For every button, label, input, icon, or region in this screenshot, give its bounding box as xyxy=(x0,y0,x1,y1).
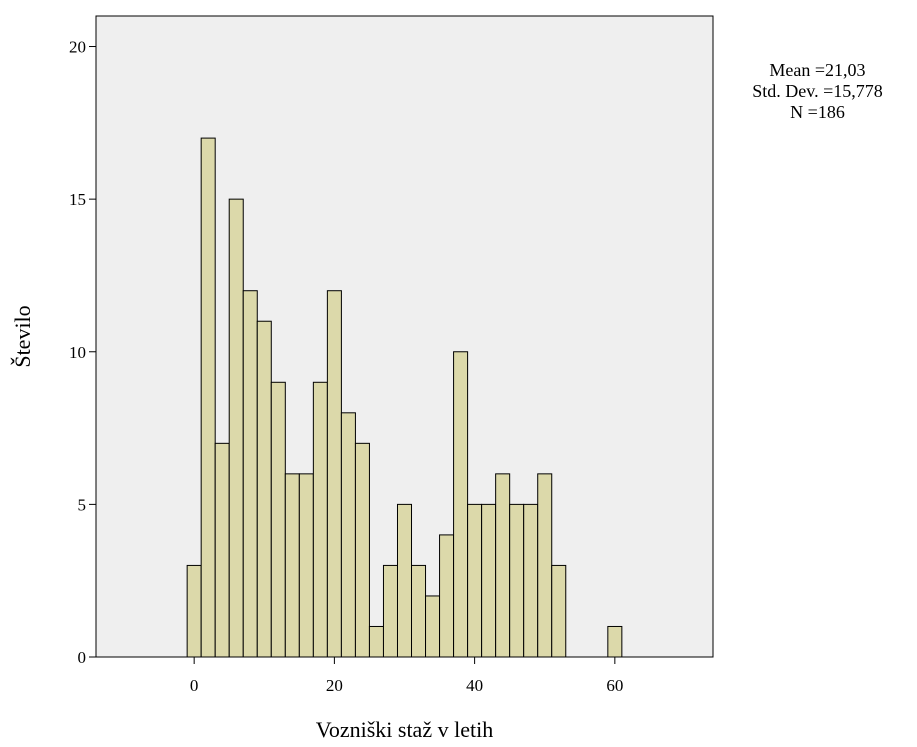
histogram-bar xyxy=(607,625,623,658)
y-axis: 0 5 10 15 20 xyxy=(69,38,96,667)
histogram-bar xyxy=(200,137,216,658)
histogram-bar xyxy=(411,564,427,658)
histogram-bar xyxy=(425,595,441,658)
stat-n: N =186 xyxy=(790,102,845,122)
histogram-bar xyxy=(481,503,497,658)
histogram-bar xyxy=(509,503,525,658)
histogram-bar xyxy=(523,503,539,658)
histogram-bar xyxy=(439,534,455,658)
y-tick-label: 5 xyxy=(78,495,87,514)
histogram-bar xyxy=(495,473,511,658)
x-tick-label: 60 xyxy=(606,676,623,695)
histogram-bar xyxy=(537,473,553,658)
histogram-bar xyxy=(270,381,286,658)
histogram-bar xyxy=(467,503,483,658)
y-tick-label: 20 xyxy=(69,38,86,57)
histogram-bar xyxy=(228,198,244,658)
histogram-bar xyxy=(284,473,300,658)
histogram-bar xyxy=(298,473,314,658)
y-tick-label: 0 xyxy=(78,648,87,667)
statistics-box: Mean =21,03 Std. Dev. =15,778 N =186 xyxy=(720,60,915,123)
histogram-bar xyxy=(551,564,567,658)
histogram-bar xyxy=(186,564,202,658)
stat-std-dev: Std. Dev. =15,778 xyxy=(752,81,883,101)
histogram-bar xyxy=(326,290,342,658)
histogram-bar xyxy=(368,625,384,658)
histogram-bar xyxy=(382,564,398,658)
x-tick-label: 40 xyxy=(466,676,483,695)
histogram-bar xyxy=(312,381,328,658)
stat-mean: Mean =21,03 xyxy=(769,60,866,80)
x-axis-title: Vozniški staž v letih xyxy=(316,717,493,742)
y-tick-label: 15 xyxy=(69,190,86,209)
x-axis: 0 20 40 60 xyxy=(190,657,623,695)
histogram-bar xyxy=(396,503,413,658)
histogram-bar xyxy=(214,442,230,658)
y-tick-label: 10 xyxy=(69,343,86,362)
y-axis-title: Število xyxy=(10,305,35,367)
x-tick-label: 20 xyxy=(326,676,343,695)
x-tick-label: 0 xyxy=(190,676,199,695)
histogram-bar xyxy=(340,412,356,658)
histogram-bar xyxy=(242,290,258,658)
bars-group xyxy=(186,137,623,658)
histogram-bar xyxy=(256,320,272,658)
histogram-bar xyxy=(354,442,370,658)
histogram-bar xyxy=(453,351,469,658)
